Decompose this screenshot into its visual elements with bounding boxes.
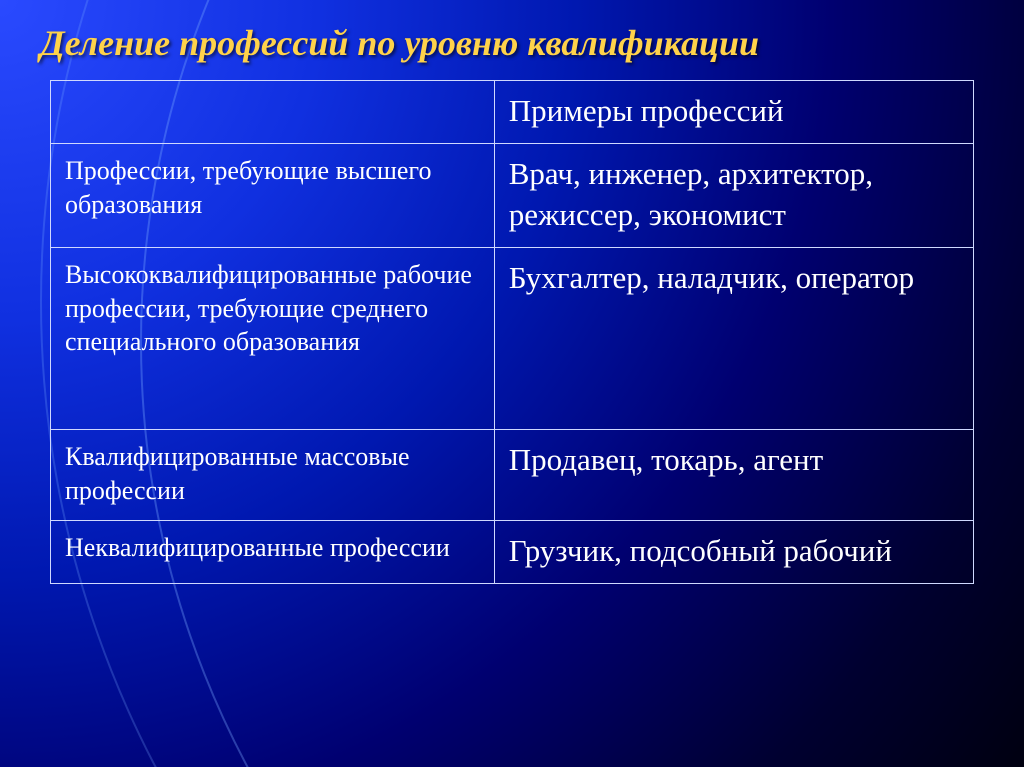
category-cell: Неквалифицированные профессии — [51, 520, 495, 583]
professions-table: Примеры профессий Профессии, требующие в… — [50, 80, 974, 584]
table-row: Квалифицированные массовые профессии Про… — [51, 430, 974, 521]
category-cell: Квалифицированные массовые профессии — [51, 430, 495, 521]
slide: Деление профессий по уровню квалификации… — [0, 0, 1024, 767]
category-cell: Профессии, требующие высшего образования — [51, 144, 495, 248]
header-cell-right: Примеры профессий — [494, 81, 973, 144]
table-header-row: Примеры профессий — [51, 81, 974, 144]
examples-cell: Продавец, токарь, агент — [494, 430, 973, 521]
examples-cell: Бухгалтер, наладчик, оператор — [494, 247, 973, 429]
slide-title: Деление профессий по уровню квалификации — [40, 22, 984, 64]
header-cell-left — [51, 81, 495, 144]
table-row: Неквалифицированные профессии Грузчик, п… — [51, 520, 974, 583]
examples-cell: Врач, инженер, архитектор, режиссер, эко… — [494, 144, 973, 248]
table-row: Профессии, требующие высшего образования… — [51, 144, 974, 248]
examples-cell: Грузчик, подсобный рабочий — [494, 520, 973, 583]
table-row: Высококвалифицированные рабочие професси… — [51, 247, 974, 429]
category-cell: Высококвалифицированные рабочие професси… — [51, 247, 495, 429]
